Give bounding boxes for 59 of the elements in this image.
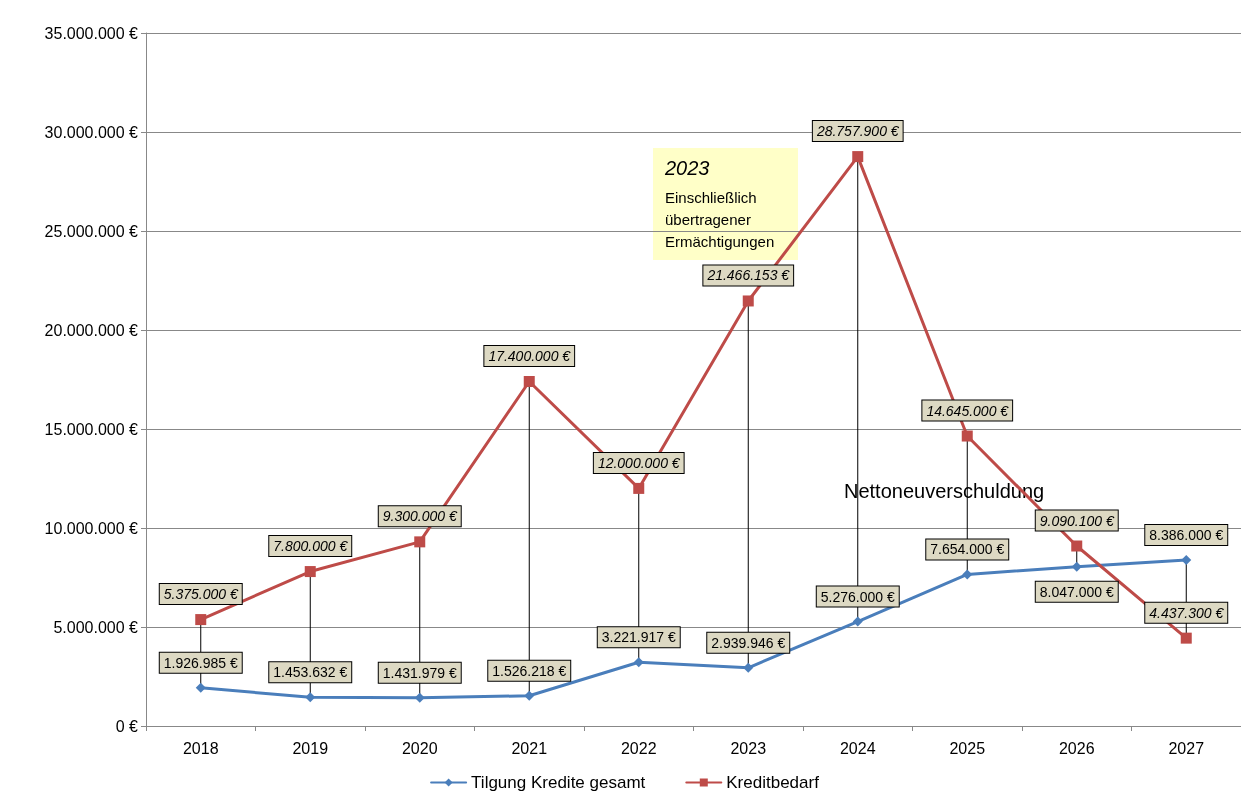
point <box>524 690 535 701</box>
x-tick-label: 2022 <box>620 739 657 757</box>
point <box>633 482 645 494</box>
data-label: 3.221.917 € <box>601 629 676 646</box>
point <box>1180 632 1192 644</box>
data-label: 28.757.900 € <box>815 123 900 140</box>
y-tick-label: 0 € <box>115 717 139 735</box>
point <box>633 657 644 668</box>
point <box>961 430 973 442</box>
data-label: 21.466.153 € <box>706 267 791 284</box>
y-tick-label: 20.000.000 € <box>44 321 139 339</box>
point <box>195 682 206 693</box>
point <box>852 151 864 163</box>
y-tick-label: 15.000.000 € <box>44 420 139 438</box>
data-label: 2.939.946 € <box>711 634 786 651</box>
x-tick-label: 2024 <box>839 739 876 757</box>
x-tick-label: 2026 <box>1058 739 1095 757</box>
point <box>195 614 207 626</box>
data-label: 4.437.300 € <box>1149 604 1225 621</box>
point <box>743 662 754 673</box>
point <box>414 536 426 548</box>
data-label: 5.375.000 € <box>163 586 239 603</box>
x-tick-label: 2021 <box>511 739 548 757</box>
y-tick-label: 25.000.000 € <box>44 222 139 240</box>
y-tick-label: 30.000.000 € <box>44 123 139 141</box>
data-label: 1.526.218 € <box>492 662 567 679</box>
data-label: 1.926.985 € <box>163 654 238 671</box>
point <box>304 566 316 578</box>
point <box>1071 561 1082 572</box>
data-label: 14.645.000 € <box>926 402 1010 419</box>
y-tick-label: 5.000.000 € <box>53 618 139 636</box>
x-tick-label: 2027 <box>1168 739 1205 757</box>
legend-label: Tilgung Kredite gesamt <box>471 773 646 792</box>
point <box>852 616 863 627</box>
point <box>523 375 535 387</box>
x-tick-label: 2023 <box>730 739 767 757</box>
y-tick-label: 10.000.000 € <box>44 519 139 537</box>
point <box>1181 554 1192 565</box>
data-label: 1.453.632 € <box>273 664 348 681</box>
x-tick-label: 2019 <box>292 739 329 757</box>
data-label: 8.386.000 € <box>1149 526 1224 543</box>
x-tick-label: 2020 <box>401 739 438 757</box>
data-label: 9.300.000 € <box>382 508 458 525</box>
x-tick-label: 2025 <box>949 739 986 757</box>
data-label: 17.400.000 € <box>488 347 572 364</box>
data-label: 1.431.979 € <box>382 664 457 681</box>
data-label: 7.800.000 € <box>273 538 349 555</box>
annotation: 2023 Einschließlich übertragener Ermächtigungen <box>664 157 775 250</box>
data-label: 5.276.000 € <box>820 588 895 605</box>
point <box>962 569 973 580</box>
legend-label: Kreditbedarf <box>726 773 820 792</box>
data-label: 12.000.000 € <box>597 454 681 471</box>
x-tick-label: 2018 <box>182 739 219 757</box>
point <box>1071 540 1083 552</box>
data-label: 7.654.000 € <box>930 541 1005 558</box>
data-label: 8.047.000 € <box>1039 583 1114 600</box>
point <box>742 295 754 307</box>
data-label: 9.090.100 € <box>1039 512 1115 529</box>
y-tick-label: 35.000.000 € <box>44 24 139 42</box>
